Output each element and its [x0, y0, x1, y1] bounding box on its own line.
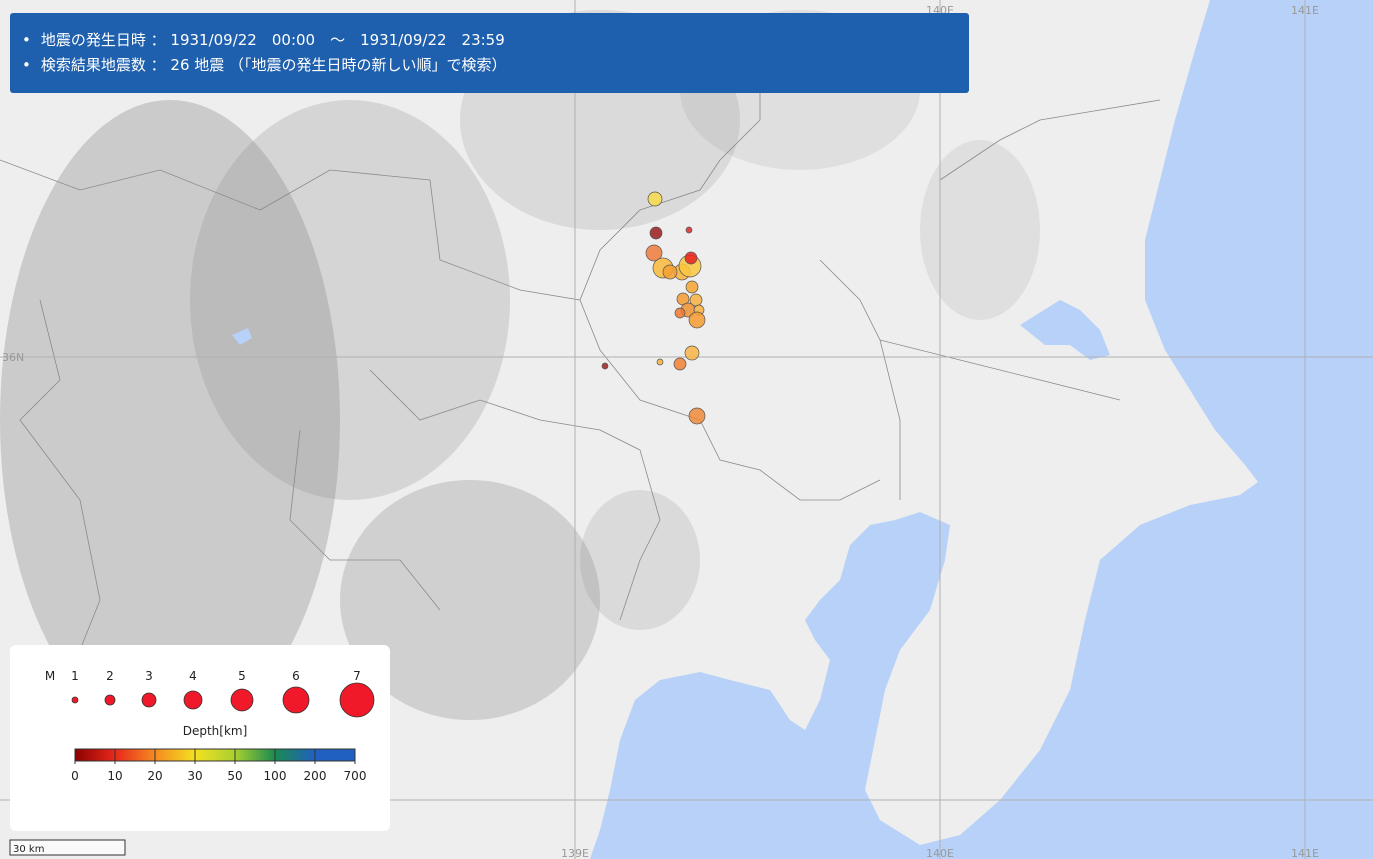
magnitude-symbol: [104, 694, 116, 706]
magnitude-label: 4: [189, 669, 197, 683]
earthquakes: [601, 191, 706, 425]
depth-color-segment: [75, 749, 115, 761]
depth-label: 10: [107, 769, 122, 783]
summary-line: 地震の発生日時 ： 1931/09/22 00:00 ～ 1931/09/22 …: [22, 28, 969, 53]
magnitude-label: 3: [145, 669, 153, 683]
longitude-label: 141E: [1291, 847, 1319, 859]
legend-panel: [10, 645, 390, 831]
depth-color-segment: [115, 749, 155, 761]
magnitude-symbol: [141, 692, 157, 708]
scale-label: 30 km: [13, 844, 44, 855]
longitude-label: 140E: [926, 847, 954, 859]
magnitude-label: 7: [353, 669, 361, 683]
depth-label: 20: [147, 769, 162, 783]
depth-color-segment: [275, 749, 315, 761]
depth-title: Depth[km]: [183, 724, 248, 738]
lake: [232, 328, 252, 345]
boundaries: [0, 80, 1161, 701]
depth-color-segment: [315, 749, 355, 761]
magnitude-label: 1: [71, 669, 79, 683]
depth-label: 200: [304, 769, 327, 783]
magnitude-symbol: [339, 682, 375, 718]
depth-label: 50: [227, 769, 242, 783]
depth-color-segment: [235, 749, 275, 761]
depth-label: 30: [187, 769, 202, 783]
magnitude-symbol: [71, 696, 79, 704]
longitude-label: 139E: [561, 847, 589, 859]
magnitude-label: 2: [106, 669, 114, 683]
sea: [590, 0, 1373, 859]
depth-color-segment: [195, 749, 235, 761]
summary-text: 検索結果地震数 ： 26 地震 （「地震の発生日時の新しい順」で検索）: [40, 56, 507, 74]
search-summary: 地震の発生日時 ： 1931/09/22 00:00 ～ 1931/09/22 …: [10, 13, 969, 93]
lake: [1020, 300, 1110, 360]
longitude-label: 141E: [1291, 4, 1319, 17]
magnitude-title: M: [45, 669, 55, 683]
magnitude-symbol: [183, 690, 203, 710]
summary-line: 検索結果地震数 ： 26 地震 （「地震の発生日時の新しい順」で検索）: [22, 53, 969, 78]
depth-label: 0: [71, 769, 79, 783]
depth-label: 700: [344, 769, 367, 783]
scale-bar: [9, 839, 126, 856]
depth-label: 100: [264, 769, 287, 783]
magnitude-label: 5: [238, 669, 246, 683]
depth-color-segment: [155, 749, 195, 761]
magnitude-symbol: [230, 688, 254, 712]
latitude-label: 36N: [2, 351, 24, 364]
magnitude-label: 6: [292, 669, 300, 683]
magnitude-symbol: [282, 686, 310, 714]
summary-text: 地震の発生日時 ： 1931/09/22 00:00 ～ 1931/09/22 …: [40, 31, 505, 49]
